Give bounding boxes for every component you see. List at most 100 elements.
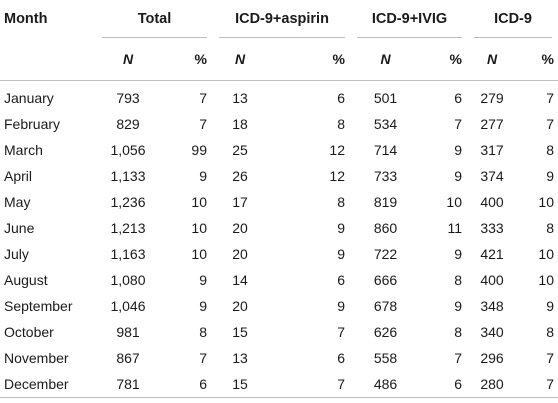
count-cell: 333: [480, 220, 504, 236]
subheader-n: N: [213, 38, 267, 81]
table-row: November 867 7 13 6 558 7 296 7: [0, 345, 558, 371]
table-body: January 793 7 13 6 501 6 279 7 February 829 7 18 8 534…: [0, 81, 558, 398]
count-cell: 1,080: [110, 272, 146, 288]
count-cell: 400: [480, 194, 504, 210]
subheader-pct: %: [267, 38, 351, 81]
count-cell: 829: [116, 116, 140, 132]
count-cell: 1,163: [110, 246, 146, 262]
month-cell: February: [4, 116, 61, 132]
table-row: September 1,046 9 20 9 678 9 348 9: [0, 293, 558, 319]
group-header-total: Total: [96, 0, 213, 38]
count-cell: 421: [480, 246, 504, 262]
count-cell: 14: [232, 272, 248, 288]
count-cell: 860: [373, 220, 398, 236]
percent-cell: 7: [546, 350, 554, 366]
subheader-row: N % N % N % N %: [0, 38, 558, 81]
month-cell: August: [4, 272, 48, 288]
month-cell: September: [4, 298, 73, 314]
percent-cell: 8: [337, 116, 345, 132]
percent-cell: 7: [546, 90, 554, 106]
table-row: May 1,236 10 17 8 819 10 400 10: [0, 189, 558, 215]
count-cell: 1,056: [110, 142, 146, 158]
percent-cell: 10: [191, 246, 207, 262]
percent-cell: 9: [199, 272, 207, 288]
percent-cell: 9: [337, 220, 345, 236]
count-cell: 25: [232, 142, 248, 158]
month-column-header: Month: [4, 11, 48, 27]
percent-cell: 10: [191, 194, 207, 210]
percent-cell: 9: [337, 246, 345, 262]
count-cell: 15: [213, 371, 267, 398]
count-cell: 20: [232, 220, 248, 236]
count-cell: 1,213: [110, 220, 146, 236]
count-cell: 501: [373, 90, 398, 106]
count-cell: 486: [351, 371, 420, 398]
subheader-blank: [0, 38, 96, 81]
count-cell: 13: [232, 90, 248, 106]
table-row: August 1,080 9 14 6 666 8 400 10: [0, 267, 558, 293]
subheader-n: N: [468, 38, 516, 81]
percent-cell: 6: [454, 90, 462, 106]
percent-cell: 6: [160, 371, 213, 398]
count-cell: 714: [373, 142, 398, 158]
subheader-pct: %: [420, 38, 468, 81]
count-cell: 374: [480, 168, 504, 184]
count-cell: 279: [480, 90, 504, 106]
count-cell: 1,133: [110, 168, 146, 184]
percent-cell: 8: [454, 324, 462, 340]
percent-cell: 6: [337, 350, 345, 366]
count-cell: 626: [373, 324, 398, 340]
group-header-icd9-ivig: ICD-9+IVIG: [351, 0, 468, 38]
percent-cell: 7: [337, 324, 345, 340]
percent-cell: 9: [454, 142, 462, 158]
count-cell: 722: [373, 246, 398, 262]
table-row: March 1,056 99 25 12 714 9 317 8: [0, 137, 558, 163]
percent-cell: 7: [516, 371, 558, 398]
percent-cell: 6: [420, 371, 468, 398]
table-row: October 981 8 15 7 626 8 340 8: [0, 319, 558, 345]
month-cell: July: [4, 246, 29, 262]
count-cell: 13: [232, 350, 248, 366]
count-cell: 793: [116, 90, 140, 106]
percent-cell: 10: [538, 246, 554, 262]
count-cell: 17: [232, 194, 248, 210]
percent-cell: 9: [546, 298, 554, 314]
count-cell: 340: [480, 324, 504, 340]
count-cell: 733: [373, 168, 398, 184]
table-row: June 1,213 10 20 9 860 11 333 8: [0, 215, 558, 241]
percent-cell: 8: [546, 142, 554, 158]
table-row: January 793 7 13 6 501 6 279 7: [0, 81, 558, 112]
month-cell: March: [4, 142, 43, 158]
count-cell: 18: [232, 116, 248, 132]
percent-cell: 9: [337, 298, 345, 314]
table-row: July 1,163 10 20 9 722 9 421 10: [0, 241, 558, 267]
count-cell: 819: [373, 194, 398, 210]
month-cell: January: [4, 90, 54, 106]
percent-cell: 8: [337, 194, 345, 210]
count-cell: 348: [480, 298, 504, 314]
percent-cell: 11: [447, 220, 462, 236]
percent-cell: 7: [199, 116, 207, 132]
percent-cell: 10: [191, 220, 207, 236]
percent-cell: 9: [546, 168, 554, 184]
group-header-row: Month Total ICD-9+aspirin ICD-9+IVIG ICD…: [0, 0, 558, 38]
percent-cell: 9: [454, 298, 462, 314]
count-cell: 867: [116, 350, 140, 366]
percent-cell: 9: [199, 168, 207, 184]
month-cell: April: [4, 168, 33, 184]
percent-cell: 7: [454, 116, 462, 132]
count-cell: 1,236: [110, 194, 146, 210]
count-cell: 558: [373, 350, 398, 366]
month-cell: December: [0, 371, 96, 398]
subheader-pct: %: [160, 38, 213, 81]
count-cell: 666: [373, 272, 398, 288]
percent-cell: 8: [546, 220, 554, 236]
percent-cell: 99: [191, 142, 207, 158]
count-cell: 317: [480, 142, 504, 158]
month-cell: May: [4, 194, 31, 210]
subheader-pct: %: [516, 38, 558, 81]
count-cell: 400: [480, 272, 504, 288]
percent-cell: 7: [199, 350, 207, 366]
